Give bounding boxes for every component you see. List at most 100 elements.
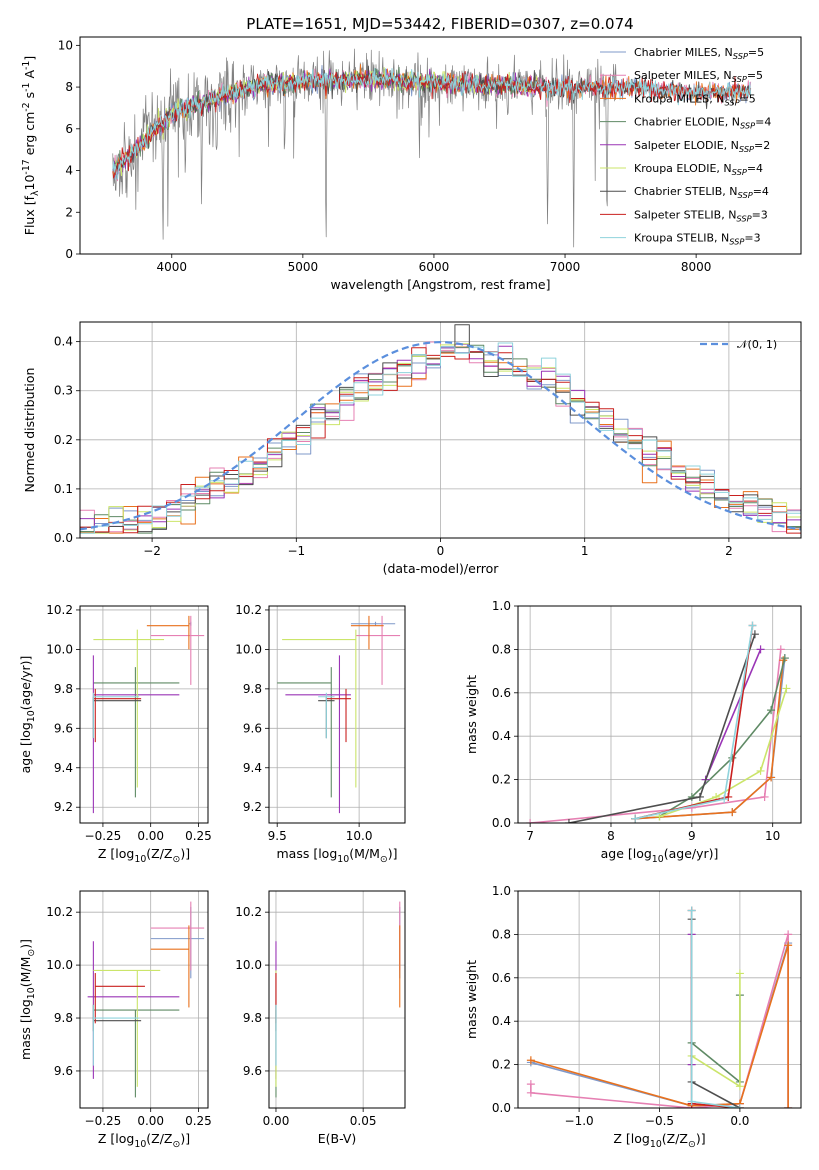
spectrum-axes: 4000 5000 6000 7000 8000 0 2 4 6 8 10 wavelength [A… <box>21 36 802 292</box>
weight-marker <box>687 906 696 915</box>
ticks: 0.00 0.05 9.6 9.8 10.0 10.2 <box>235 905 376 1128</box>
y-tick-label: 0.8 <box>492 642 511 656</box>
ticks: −0.25 0.00 0.25 9.6 9.8 10.0 10.2 <box>46 905 212 1128</box>
legend-entry: 𝒩(0, 1) <box>737 338 777 351</box>
y-tick-label: 10.0 <box>46 958 73 972</box>
legend-entry: Chabrier MILES, NSSP=5 <box>634 46 764 61</box>
y-tick-label: 0.4 <box>492 729 511 743</box>
axes-frame <box>268 890 406 1109</box>
y-tick-label: 9.2 <box>54 800 73 814</box>
y-axis-label: mass weight <box>464 675 479 754</box>
weight-marker <box>687 1097 696 1106</box>
weight-marker <box>631 814 640 823</box>
axes-frame <box>79 605 209 824</box>
x-tick-label: 2 <box>725 544 733 558</box>
grid <box>518 605 801 824</box>
legend-entry: Chabrier STELIB, NSSP=4 <box>634 185 769 200</box>
y-tick-label: 10.2 <box>46 603 73 617</box>
y-tick-label: 0.6 <box>492 971 511 985</box>
grid <box>269 606 405 823</box>
plot-area <box>92 615 205 814</box>
model-spectrum-line <box>112 68 752 180</box>
y-tick-label: 0.3 <box>54 384 73 398</box>
y-tick-label: 0.1 <box>54 482 73 496</box>
x-tick-label: −0.5 <box>645 1114 674 1128</box>
x-tick-label: −0.25 <box>85 1114 122 1128</box>
legend: 𝒩(0, 1) <box>700 338 777 351</box>
y-tick-label: 9.8 <box>243 1011 262 1025</box>
x-tick-label: 1 <box>581 544 589 558</box>
y-axis-label: mass [log10(M/M⊙)] <box>18 939 37 1060</box>
weight-series-line <box>635 625 754 820</box>
ticks: 7 8 9 10 0.0 0.2 0.4 0.6 0.8 1.0 <box>492 599 780 843</box>
y-axis-label: Flux [fλ10-17 erg cm-2 s-1 A-1] <box>21 56 41 235</box>
chart-title: PLATE=1651, MJD=53442, FIBERID=0307, z=0… <box>246 15 633 33</box>
x-axis-label: age [log10(age/yr)] <box>601 846 719 865</box>
x-tick-label: 5000 <box>288 260 319 274</box>
y-tick-label: 10.0 <box>235 958 262 972</box>
x-tick-label: 9 <box>688 829 696 843</box>
grid <box>80 891 208 1108</box>
x-tick-label: 7000 <box>550 260 581 274</box>
x-tick-label: 9.5 <box>268 829 287 843</box>
weight-marker <box>767 706 776 715</box>
x-axis-label: Z [log10(Z/Z⊙)] <box>613 1131 705 1150</box>
y-tick-label: 0.2 <box>492 1058 511 1072</box>
x-tick-label: 0.05 <box>350 1114 377 1128</box>
weight-series-line <box>635 657 786 820</box>
x-tick-label: 8 <box>607 829 615 843</box>
x-tick-label: −0.25 <box>85 829 122 843</box>
x-axis-label: E(B-V) <box>318 1131 357 1146</box>
y-tick-label: 0.0 <box>54 531 73 545</box>
weight-marker <box>750 630 759 639</box>
legend-entry: Salpeter MILES, NSSP=5 <box>634 69 763 84</box>
y-tick-label: 10.2 <box>46 905 73 919</box>
x-tick-label: 6000 <box>419 260 450 274</box>
legend: Chabrier MILES, NSSP=5 Salpeter MILES, NS… <box>600 46 771 247</box>
y-tick-label: 0.0 <box>492 1101 511 1115</box>
weight_vs_age-axes: 7 8 9 10 0.0 0.2 0.4 0.6 0.8 1.0 age [log10(age/yr… <box>464 599 802 865</box>
weight-marker <box>776 645 785 654</box>
weight-series-line <box>635 625 754 820</box>
weight-series-line <box>690 910 741 1108</box>
y-tick-label: 8 <box>65 80 73 94</box>
ticks: −2 −1 0 1 2 0.0 0.1 0.2 0.3 0.4 <box>54 335 733 558</box>
x-axis-label: Z [log10(Z/Z⊙)] <box>98 1131 190 1150</box>
weight-marker <box>756 766 765 775</box>
axes-frame <box>517 605 802 824</box>
y-axis-label: age [log10(age/yr)] <box>18 656 37 774</box>
y-tick-label: 0.4 <box>492 1014 511 1028</box>
y-tick-label: 10 <box>58 38 73 52</box>
y-tick-label: 10.2 <box>235 905 262 919</box>
y-tick-label: 10.0 <box>46 642 73 656</box>
y-tick-label: 0 <box>65 247 73 261</box>
axes-frame <box>79 890 209 1109</box>
legend-entry: Kroupa MILES, NSSP=5 <box>634 92 756 107</box>
mass_vs_ebv-axes: 0.00 0.05 9.6 9.8 10.0 10.2 E(B-V) <box>235 890 406 1146</box>
weight-marker <box>756 645 765 654</box>
y-tick-label: 9.8 <box>54 682 73 696</box>
plot-area <box>112 48 752 248</box>
x-tick-label: −1 <box>287 544 305 558</box>
mass_vs_Z-axes: −0.25 0.00 0.25 9.6 9.8 10.0 10.2 Z [log10(Z/Z⊙… <box>18 890 212 1150</box>
x-axis-label: Z [log10(Z/Z⊙)] <box>98 846 190 865</box>
x-axis-label: mass [log10(M/M⊙)] <box>277 846 398 865</box>
weight-series-line <box>691 995 741 1083</box>
y-tick-label: 0.0 <box>492 816 511 830</box>
ticks: −0.25 0.00 0.25 9.2 9.4 9.6 9.8 10.0 10.2 <box>46 603 212 843</box>
plot-area <box>275 901 401 1098</box>
x-tick-label: 7 <box>526 829 534 843</box>
age_vs_Z-axes: −0.25 0.00 0.25 9.2 9.4 9.6 9.8 10.0 10.2 Z [log1… <box>18 603 212 865</box>
y-tick-label: 9.6 <box>54 721 73 735</box>
weight-marker <box>782 684 791 693</box>
weight-series-line <box>690 910 740 1108</box>
axes-frame <box>517 890 802 1109</box>
legend-entry: Chabrier ELODIE, NSSP=4 <box>634 116 771 131</box>
x-tick-label: 4000 <box>156 260 187 274</box>
y-tick-label: 9.8 <box>54 1011 73 1025</box>
ticks: −1.0 −0.5 0.0 0.0 0.2 0.4 0.6 0.8 1.0 <box>492 884 750 1128</box>
y-tick-label: 0.2 <box>492 773 511 787</box>
weight-marker <box>526 1080 535 1089</box>
y-tick-label: 0.8 <box>492 927 511 941</box>
